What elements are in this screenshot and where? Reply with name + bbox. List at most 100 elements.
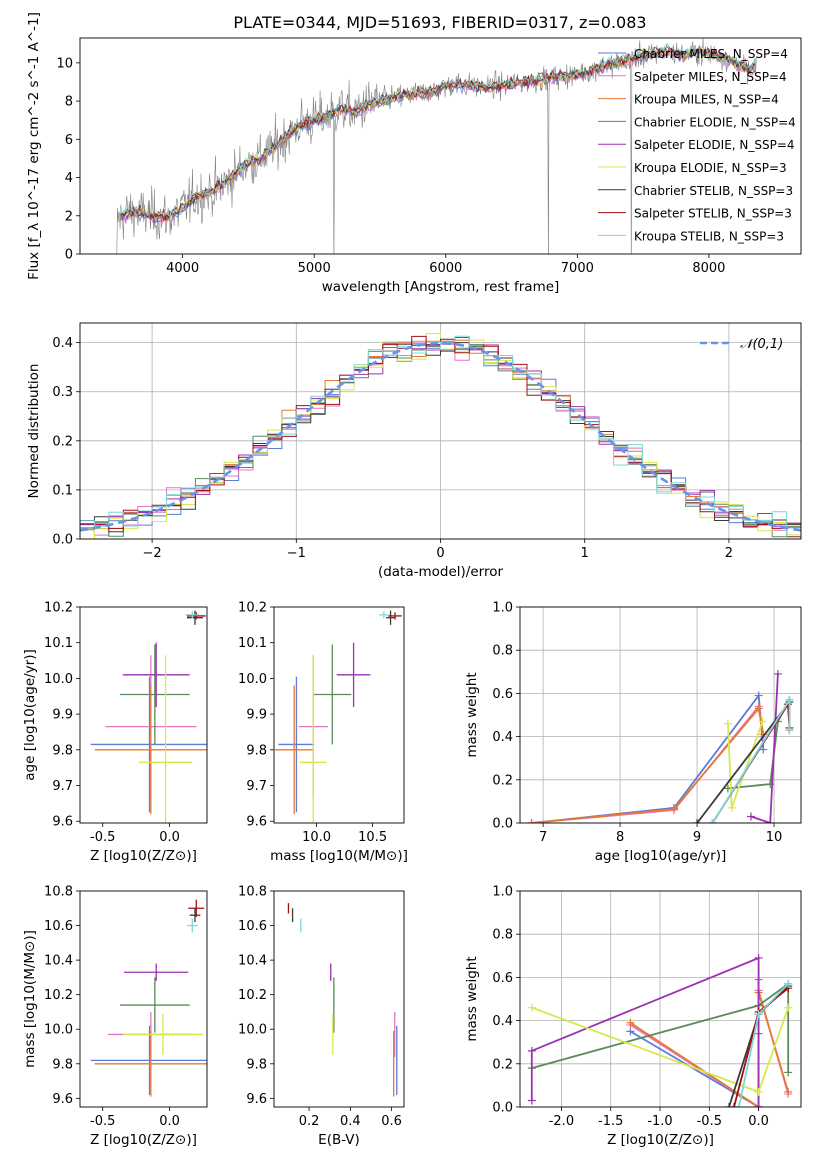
legend-label: Salpeter MILES, N_SSP=4 — [634, 70, 787, 84]
weight-point-marker — [784, 1087, 793, 1096]
x-tick-label: −1 — [287, 546, 306, 561]
age-vs-Z-axes: -0.5 0.0 9.6 9.7 9.8 9.9 10.0 10.1 10.2 Z [log10(… — [22, 601, 197, 865]
weight-series-line — [531, 693, 765, 823]
weight-series-line — [530, 956, 760, 1107]
residuals-axes: −2 −1 0 1 2 0.0 0.1 0.2 0.3 0.4 (data-model)/error… — [26, 323, 801, 580]
x-tick-label: 10 — [766, 830, 783, 845]
y-tick-label: 10.0 — [238, 1023, 267, 1038]
x-tick-label: -0.5 — [90, 830, 115, 845]
weight-point-marker — [785, 726, 794, 735]
mass-vs-EBV-points — [287, 903, 398, 1097]
x-tick-label: 9 — [693, 830, 701, 845]
y-tick-label: 9.8 — [52, 1057, 73, 1072]
y-tick-label: 10.6 — [238, 919, 267, 934]
x-axis-label: E(B-V) — [318, 1132, 360, 1148]
mass-vs-EBV-frame — [273, 890, 405, 1108]
weight-point-marker — [746, 812, 755, 821]
weight-point-marker — [754, 691, 763, 700]
y-tick-label: 0.4 — [492, 1014, 513, 1029]
weight-point-marker — [754, 1087, 763, 1096]
weight-point-marker — [693, 819, 702, 823]
x-axis-label: wavelength [Angstrom, rest frame] — [322, 279, 560, 295]
y-tick-label: 9.6 — [246, 815, 267, 830]
spectrum-model-line — [119, 43, 757, 219]
y-tick-label: 0.2 — [492, 1057, 513, 1072]
x-tick-label: -0.5 — [90, 1114, 115, 1129]
y-axis-label: Normed distribution — [26, 364, 42, 499]
x-tick-label: -1.0 — [647, 1114, 672, 1129]
x-tick-label: 8000 — [692, 261, 725, 276]
y-tick-label: 9.7 — [52, 779, 73, 794]
legend-label: Kroupa ELODIE, N_SSP=3 — [634, 161, 787, 175]
spectrum-lines — [116, 38, 757, 254]
x-tick-label: -2.0 — [549, 1114, 574, 1129]
x-tick-label: -0.5 — [697, 1114, 722, 1129]
mass-vs-EBV-axes: 0.2 0.4 0.6 9.6 9.8 10.0 10.2 10.4 10.6 10.8 E(B-V… — [238, 885, 402, 1149]
figure-title: PLATE=0344, MJD=51693, FIBERID=0317, z=0… — [233, 13, 646, 32]
x-tick-label: 0.0 — [159, 1114, 180, 1129]
weight-point-marker — [729, 1103, 738, 1107]
y-tick-label: 10.1 — [238, 636, 267, 651]
x-tick-label: 4000 — [166, 261, 199, 276]
y-tick-label: 0.2 — [52, 434, 73, 449]
weight-vs-Z-frame — [519, 890, 802, 1108]
legend-label: Kroupa STELIB, N_SSP=3 — [634, 229, 784, 243]
y-axis-label: mass weight — [464, 672, 480, 757]
weight-point-marker — [626, 1018, 635, 1027]
weight-vs-Z-axes: -2.0 -1.5 -1.0 -0.5 0.0 0.0 0.2 0.4 0.6 0.8 1.0 Z [… — [464, 885, 801, 1148]
y-tick-label: 4 — [65, 171, 73, 186]
y-tick-label: 0.6 — [492, 971, 513, 986]
weight-series-line — [531, 982, 790, 1073]
weight-vs-age-frame — [519, 606, 802, 824]
x-tick-label: -1.5 — [598, 1114, 623, 1129]
y-tick-label: 0.3 — [52, 385, 73, 400]
weight-point-marker — [527, 1096, 536, 1105]
age-vs-mass-axes: 10.0 10.5 9.6 9.7 9.8 9.9 10.0 10.1 10.2 mass [lo… — [238, 601, 408, 865]
legend-label: Chabrier STELIB, N_SSP=3 — [634, 184, 793, 198]
x-tick-label: 5000 — [298, 261, 331, 276]
x-tick-label: −2 — [143, 546, 162, 561]
x-tick-label: 7 — [539, 830, 547, 845]
weight-point-marker — [784, 1003, 793, 1012]
spectrum-axes: 4000 5000 6000 7000 8000 0 2 4 6 8 10 wavelength [A… — [26, 12, 725, 295]
y-tick-label: 9.8 — [246, 743, 267, 758]
y-tick-label: 10.4 — [44, 954, 73, 969]
y-axis-label: mass [log10(M/M⊙)] — [22, 930, 38, 1068]
y-tick-label: 1.0 — [492, 885, 513, 900]
x-axis-label: Z [log10(Z/Z⊙)] — [607, 1132, 714, 1148]
y-tick-label: 0.0 — [492, 817, 513, 832]
y-tick-label: 10.8 — [44, 885, 73, 900]
age-vs-mass-frame — [273, 606, 405, 824]
legend-label: Salpeter STELIB, N_SSP=3 — [634, 207, 792, 221]
y-tick-label: 9.8 — [52, 743, 73, 758]
age-vs-Z-points — [90, 610, 207, 823]
weight-point-marker — [766, 819, 775, 823]
weight-point-marker — [754, 1103, 763, 1107]
y-tick-label: 0.2 — [492, 773, 513, 788]
spectrum-legend: Chabrier MILES, N_SSP=4 Salpeter MILES, N… — [598, 47, 796, 243]
x-tick-label: 0.0 — [159, 830, 180, 845]
y-tick-label: 0.0 — [492, 1101, 513, 1116]
y-tick-label: 0.8 — [492, 644, 513, 659]
weight-point-marker — [773, 669, 782, 678]
y-tick-label: 9.6 — [246, 1092, 267, 1107]
weight-point-marker — [758, 717, 767, 726]
residual-legend-label: 𝒩(0,1) — [740, 337, 783, 352]
y-tick-label: 8 — [65, 95, 73, 110]
y-tick-label: 10.6 — [44, 919, 73, 934]
y-tick-label: 10.2 — [238, 988, 267, 1003]
y-axis-label: Flux [f_λ 10^-17 erg cm^-2 s^-1 A^-1] — [26, 12, 42, 280]
y-tick-label: 10.1 — [44, 636, 73, 651]
y-tick-label: 10 — [56, 56, 73, 71]
x-axis-label: age [log10(age/yr)] — [595, 848, 727, 864]
weight-point-marker — [708, 819, 717, 823]
weight-vs-Z-lines — [527, 953, 793, 1107]
y-tick-label: 10.0 — [44, 1023, 73, 1038]
legend-label: Salpeter ELODIE, N_SSP=4 — [634, 138, 795, 152]
x-axis-label: (data-model)/error — [378, 564, 504, 580]
x-axis-label: Z [log10(Z/Z⊙)] — [90, 848, 197, 864]
x-tick-label: 6000 — [429, 261, 462, 276]
legend-label: Chabrier ELODIE, N_SSP=4 — [634, 115, 796, 129]
y-tick-label: 0.4 — [492, 730, 513, 745]
y-tick-label: 9.9 — [52, 708, 73, 723]
